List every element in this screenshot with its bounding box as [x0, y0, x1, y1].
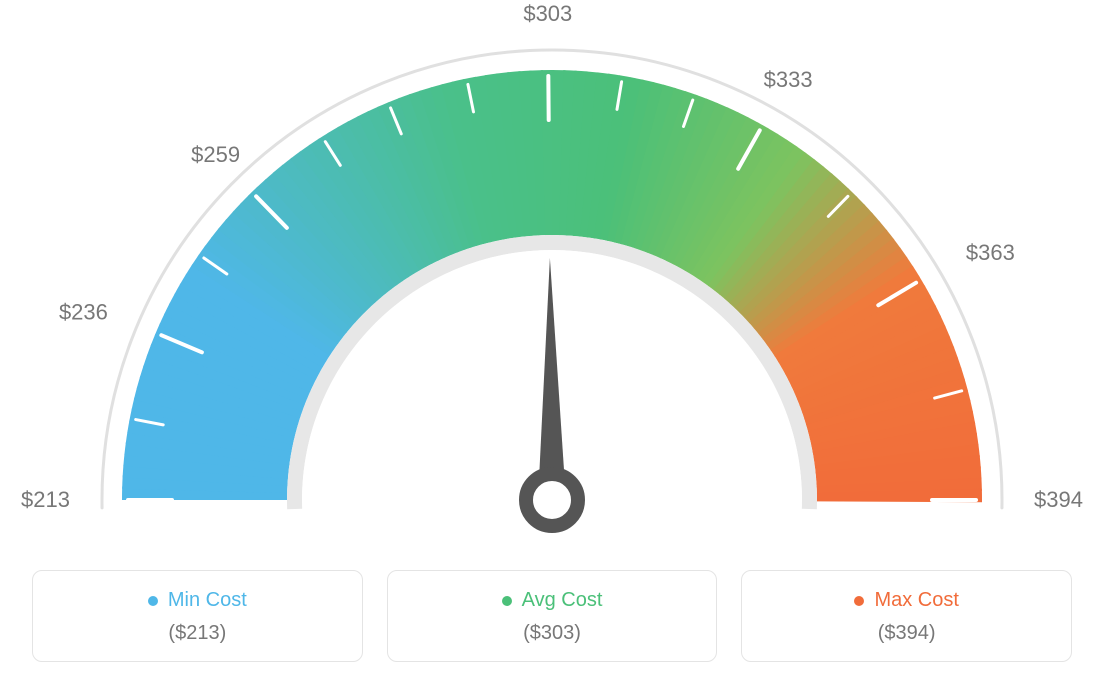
legend-row: Min Cost ($213) Avg Cost ($303) Max Cost… [0, 570, 1104, 662]
tick-label: $333 [764, 67, 813, 92]
legend-card-min: Min Cost ($213) [32, 570, 363, 662]
gauge-svg: $213 $236 $259 $303 $333 $363 $394 [0, 0, 1104, 560]
legend-min-title: Min Cost [148, 589, 247, 612]
legend-max-value: ($394) [752, 622, 1061, 645]
tick-label: $236 [59, 300, 108, 325]
legend-max-title-text: Max Cost [874, 589, 958, 612]
legend-avg-title-text: Avg Cost [522, 589, 603, 612]
dot-icon [502, 596, 512, 606]
gauge-chart-area: $213 $236 $259 $303 $333 $363 $394 [0, 0, 1104, 560]
legend-card-max: Max Cost ($394) [741, 570, 1072, 662]
legend-card-avg: Avg Cost ($303) [387, 570, 718, 662]
legend-avg-value: ($303) [398, 622, 707, 645]
legend-min-title-text: Min Cost [168, 589, 247, 612]
legend-max-title: Max Cost [854, 589, 958, 612]
legend-avg-title: Avg Cost [502, 589, 603, 612]
tick-label: $213 [21, 487, 70, 512]
dot-icon [854, 596, 864, 606]
tick-label: $363 [966, 240, 1015, 265]
tick-label: $394 [1034, 487, 1083, 512]
tick-label: $303 [523, 1, 572, 26]
legend-min-value: ($213) [43, 622, 352, 645]
tick-label: $259 [191, 142, 240, 167]
dot-icon [148, 596, 158, 606]
